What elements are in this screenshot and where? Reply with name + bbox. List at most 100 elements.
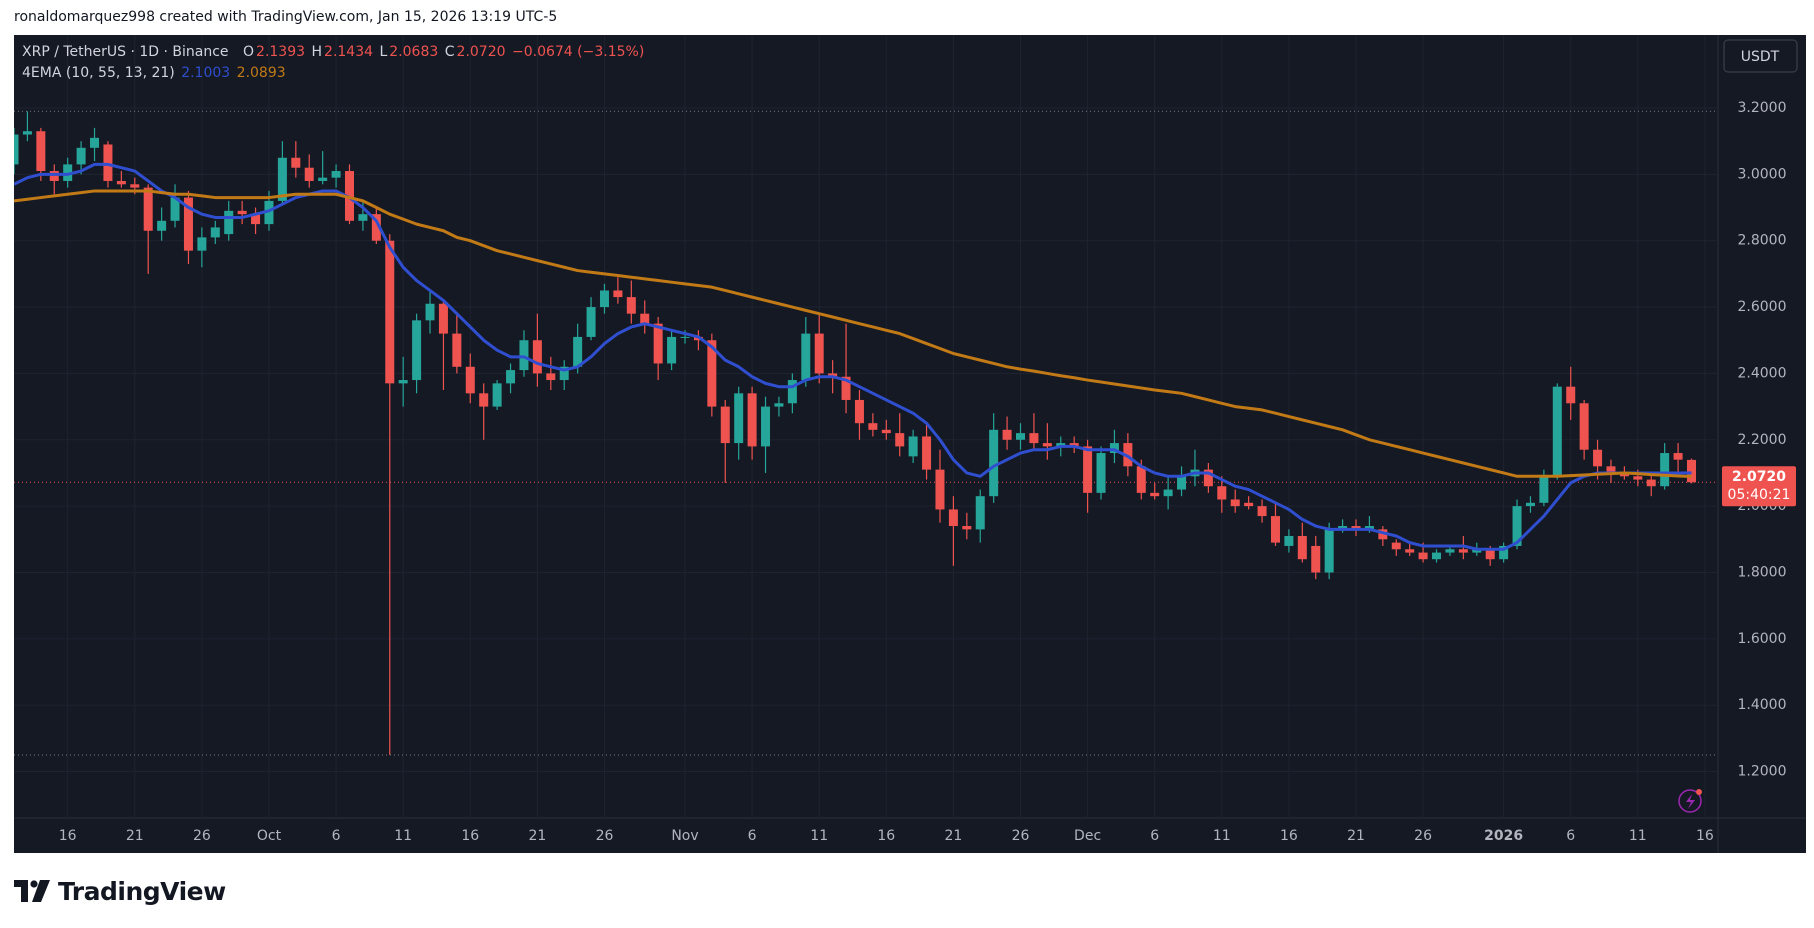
candle-body	[1512, 506, 1522, 546]
x-tick-label: 21	[126, 828, 144, 844]
indicator-value: 2.1003	[181, 65, 231, 81]
candle-body	[975, 496, 985, 530]
indicator-value: 2.0893	[236, 65, 286, 81]
symbol: XRP / TetherUS · 1D · Binance	[22, 44, 229, 60]
candle-body	[291, 157, 301, 168]
y-tick-label: 3.0000	[1738, 166, 1787, 182]
candle-body	[36, 131, 46, 172]
candle-body	[492, 383, 502, 407]
candle-body	[1096, 453, 1106, 493]
candle-body	[1016, 433, 1025, 440]
candle-body	[277, 157, 287, 201]
x-tick-label: 6	[1150, 828, 1159, 844]
currency-label: USDT	[1741, 49, 1780, 65]
candle-body	[1566, 386, 1576, 404]
candle-body	[935, 469, 945, 510]
candle-body	[532, 340, 542, 374]
candle-body	[801, 333, 811, 381]
plot	[14, 111, 1696, 755]
candle-body	[1150, 492, 1160, 497]
candle-body	[183, 197, 193, 251]
candle-body	[519, 340, 529, 371]
y-tick-label: 2.4000	[1738, 365, 1787, 381]
candle-body	[895, 433, 905, 447]
candle-body	[63, 164, 73, 181]
candle-body	[143, 187, 153, 231]
candle-body	[170, 197, 180, 221]
candle-body	[14, 134, 19, 165]
candle-body	[1405, 549, 1415, 553]
last-price-tag	[1722, 466, 1796, 507]
candle-body	[1418, 552, 1428, 560]
candle-body	[1083, 446, 1093, 493]
candle-body	[573, 336, 583, 367]
x-tick-label: 26	[1414, 828, 1432, 844]
candle-body	[385, 240, 395, 384]
candle-body	[1552, 386, 1562, 477]
candle-body	[1230, 499, 1240, 507]
candle-body	[962, 526, 972, 530]
axes: 1.20001.40001.60001.80002.00002.20002.40…	[59, 100, 1787, 844]
candle-body	[1660, 453, 1670, 487]
candle-body	[1002, 429, 1012, 440]
candle-body	[747, 393, 757, 447]
candle-body	[640, 313, 650, 324]
candle-body	[1069, 443, 1079, 447]
candle-body	[881, 429, 891, 434]
attribution: ronaldomarquez998 created with TradingVi…	[14, 9, 558, 25]
candle-body	[908, 436, 918, 457]
candle-body	[599, 290, 609, 308]
candle-body	[613, 290, 623, 298]
ohlc-value: 2.0683	[389, 44, 439, 60]
candle-body	[1579, 403, 1589, 450]
candle-body	[1673, 453, 1683, 460]
y-tick-label: 2.6000	[1738, 299, 1787, 315]
x-tick-label: 16	[1280, 828, 1298, 844]
candle-body	[707, 340, 717, 407]
candle-body	[1311, 545, 1321, 573]
candle-body	[304, 167, 314, 181]
x-tick-label: 6	[332, 828, 341, 844]
candle-body	[130, 184, 140, 188]
candle-body	[922, 436, 932, 470]
alert-icon[interactable]	[1678, 789, 1702, 813]
y-tick-label: 2.2000	[1738, 432, 1787, 448]
candle-body	[452, 333, 462, 367]
y-tick-label: 1.2000	[1738, 764, 1787, 780]
candle-body	[398, 380, 408, 384]
candle-body	[774, 403, 784, 407]
candle-body	[854, 399, 864, 424]
candle-body	[438, 303, 448, 334]
y-tick-label: 3.2000	[1738, 100, 1787, 116]
x-tick-label: 11	[394, 828, 412, 844]
overlay: 2.0720 05:40:21	[1722, 466, 1796, 507]
x-tick-label: 26	[596, 828, 614, 844]
candle-body	[1284, 535, 1294, 546]
candle-body	[1029, 433, 1039, 444]
candle-body	[1364, 526, 1374, 530]
candle-body	[787, 380, 797, 404]
candle-body	[1042, 443, 1052, 447]
candle-body	[1324, 529, 1334, 573]
logo-text: TradingView	[58, 876, 226, 906]
last-price-label: 2.0720	[1732, 469, 1786, 485]
candle-body	[1338, 526, 1348, 530]
candle-body	[1472, 549, 1482, 553]
ohlc-label: C	[444, 44, 455, 60]
x-tick-label: 26	[193, 828, 211, 844]
x-tick-label: 6	[748, 828, 757, 844]
candle-body	[828, 373, 838, 377]
x-tick-label: 11	[1213, 828, 1231, 844]
currency-button[interactable]	[1723, 39, 1798, 73]
x-tick-label: 11	[810, 828, 828, 844]
candle-body	[318, 177, 328, 181]
candle-body	[506, 370, 516, 384]
x-tick-label: 16	[1696, 828, 1714, 844]
candle-body	[1525, 502, 1535, 507]
candle-body	[814, 333, 824, 374]
candle-body	[465, 366, 475, 394]
y-tick-label: 2.8000	[1738, 233, 1787, 249]
candle-body	[586, 307, 596, 337]
